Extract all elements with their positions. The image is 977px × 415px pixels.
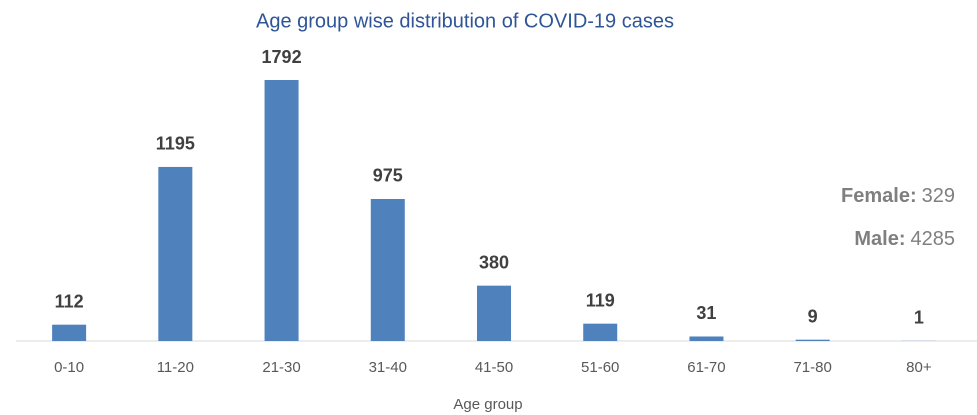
bar bbox=[477, 285, 511, 341]
data-label: 9 bbox=[808, 306, 818, 326]
data-label: 975 bbox=[373, 166, 403, 186]
x-tick-label: 61-70 bbox=[687, 359, 725, 376]
bar bbox=[52, 324, 87, 341]
data-label: 380 bbox=[479, 252, 509, 272]
x-tick-label: 0-10 bbox=[54, 359, 84, 376]
x-tick-label: 51-60 bbox=[581, 359, 619, 376]
bar bbox=[583, 323, 618, 341]
annotation-value: 329 bbox=[922, 185, 955, 207]
x-tick-label: 80+ bbox=[906, 359, 932, 376]
data-label: 1792 bbox=[262, 47, 302, 67]
x-tick-label: 31-40 bbox=[369, 359, 407, 376]
annotation-label: Male: bbox=[854, 228, 905, 250]
bar bbox=[689, 336, 724, 341]
data-label: 1195 bbox=[156, 134, 195, 154]
x-tick-label: 21-30 bbox=[262, 359, 300, 376]
chart-title: Age group wise distribution of COVID-19 … bbox=[256, 10, 674, 32]
data-label: 1 bbox=[914, 308, 924, 328]
data-label: 31 bbox=[696, 303, 716, 323]
x-tick-label: 11-20 bbox=[157, 359, 194, 376]
bar bbox=[370, 198, 405, 341]
x-tick-label: 71-80 bbox=[793, 359, 831, 376]
annotation: Female: 329 bbox=[841, 185, 955, 207]
annotation-value: 4285 bbox=[911, 228, 956, 250]
bar bbox=[158, 166, 193, 341]
bar bbox=[264, 80, 299, 341]
x-axis-title: Age group bbox=[453, 396, 522, 413]
annotation-label: Female: bbox=[841, 185, 917, 207]
data-label: 119 bbox=[586, 290, 615, 310]
bar bbox=[795, 339, 830, 341]
x-tick-label: 41-50 bbox=[475, 359, 513, 376]
annotation: Male: 4285 bbox=[854, 228, 955, 250]
data-label: 112 bbox=[55, 291, 84, 311]
